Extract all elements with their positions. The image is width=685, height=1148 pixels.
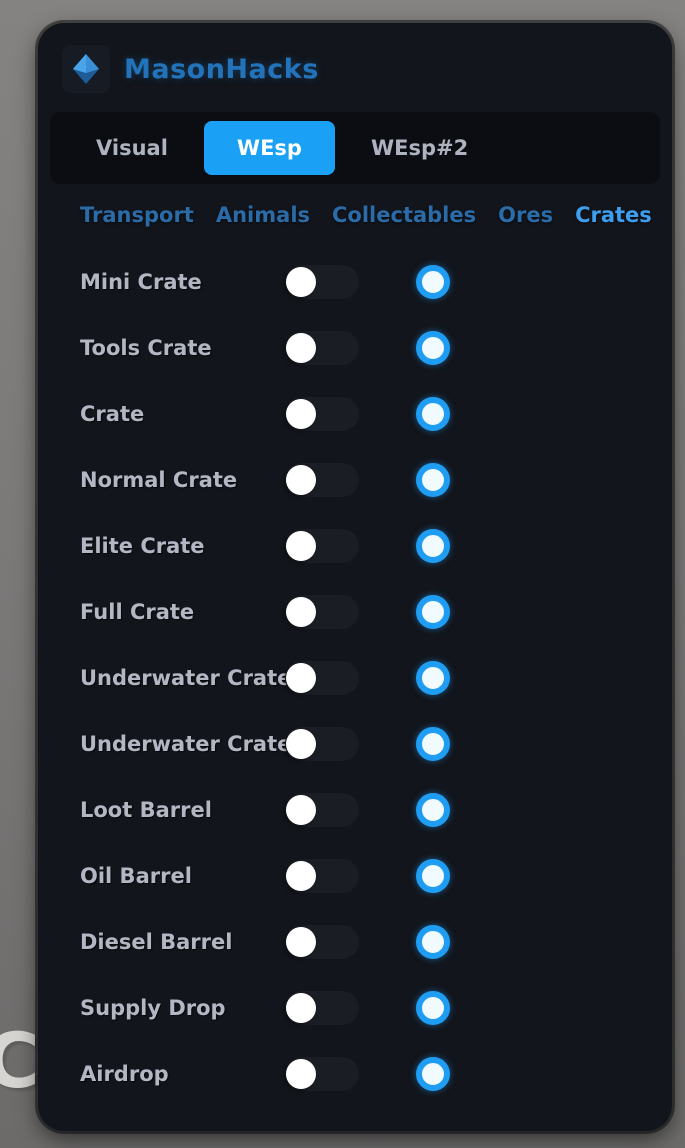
item-color-picker[interactable] bbox=[416, 397, 450, 431]
list-item: Tools Crate bbox=[38, 315, 672, 381]
toggle-knob-icon bbox=[286, 1059, 316, 1089]
item-toggle[interactable] bbox=[285, 595, 359, 629]
toggle-knob-icon bbox=[286, 399, 316, 429]
item-label: Elite Crate bbox=[80, 534, 205, 558]
item-label: Tools Crate bbox=[80, 336, 212, 360]
item-toggle[interactable] bbox=[285, 991, 359, 1025]
item-toggle[interactable] bbox=[285, 859, 359, 893]
list-item: Airdrop bbox=[38, 1041, 672, 1107]
toggle-knob-icon bbox=[286, 861, 316, 891]
item-label: Oil Barrel bbox=[80, 864, 192, 888]
cheat-menu-window: MasonHacks Visual WEsp WEsp#2 Transport Ani… bbox=[38, 23, 672, 1131]
list-item: Oil Barrel bbox=[38, 843, 672, 909]
tab-wesp[interactable]: WEsp bbox=[203, 121, 335, 175]
item-color-picker[interactable] bbox=[416, 793, 450, 827]
item-toggle[interactable] bbox=[285, 1057, 359, 1091]
gem-diamond-icon bbox=[73, 54, 99, 84]
list-item: Elite Crate bbox=[38, 513, 672, 579]
list-item: Diesel Barrel bbox=[38, 909, 672, 975]
item-label: Crate bbox=[80, 402, 145, 426]
item-color-picker[interactable] bbox=[416, 265, 450, 299]
item-color-picker[interactable] bbox=[416, 463, 450, 497]
item-label: Supply Drop bbox=[80, 996, 226, 1020]
item-list: Mini Crate Tools Crate Crate Normal Crate El… bbox=[38, 249, 672, 1107]
list-item: Normal Crate bbox=[38, 447, 672, 513]
item-color-picker[interactable] bbox=[416, 595, 450, 629]
list-item: Supply Drop bbox=[38, 975, 672, 1041]
category-tab-crates[interactable]: Crates bbox=[575, 203, 652, 227]
item-label: Mini Crate bbox=[80, 270, 202, 294]
item-toggle[interactable] bbox=[285, 661, 359, 695]
item-toggle[interactable] bbox=[285, 793, 359, 827]
item-color-picker[interactable] bbox=[416, 991, 450, 1025]
toggle-knob-icon bbox=[286, 927, 316, 957]
category-tab-ores[interactable]: Ores bbox=[498, 203, 554, 227]
toggle-knob-icon bbox=[286, 795, 316, 825]
list-item: Loot Barrel bbox=[38, 777, 672, 843]
item-label: Full Crate bbox=[80, 600, 195, 624]
item-color-picker[interactable] bbox=[416, 1057, 450, 1091]
app-logo bbox=[62, 45, 110, 93]
item-toggle[interactable] bbox=[285, 727, 359, 761]
item-color-picker[interactable] bbox=[416, 925, 450, 959]
item-label: Underwater Crate bbox=[80, 666, 292, 690]
tab-wesp-2[interactable]: WEsp#2 bbox=[370, 136, 469, 160]
category-tab-animals[interactable]: Animals bbox=[215, 203, 311, 227]
list-item: Mini Crate bbox=[38, 249, 672, 315]
item-toggle[interactable] bbox=[285, 331, 359, 365]
toggle-knob-icon bbox=[286, 729, 316, 759]
toggle-knob-icon bbox=[286, 267, 316, 297]
list-item: Underwater Crate bbox=[38, 645, 672, 711]
item-color-picker[interactable] bbox=[416, 529, 450, 563]
item-color-picker[interactable] bbox=[416, 727, 450, 761]
category-tab-collectables[interactable]: Collectables bbox=[332, 203, 477, 227]
item-color-picker[interactable] bbox=[416, 331, 450, 365]
item-label: Airdrop bbox=[80, 1062, 169, 1086]
toggle-knob-icon bbox=[286, 597, 316, 627]
item-label: Normal Crate bbox=[80, 468, 238, 492]
tab-bar: Visual WEsp WEsp#2 bbox=[50, 112, 660, 184]
window-header: MasonHacks bbox=[62, 45, 319, 93]
item-toggle[interactable] bbox=[285, 397, 359, 431]
category-tab-transport[interactable]: Transport bbox=[80, 203, 194, 227]
toggle-knob-icon bbox=[286, 663, 316, 693]
item-toggle[interactable] bbox=[285, 925, 359, 959]
toggle-knob-icon bbox=[286, 333, 316, 363]
item-toggle[interactable] bbox=[285, 463, 359, 497]
app-title: MasonHacks bbox=[124, 53, 319, 85]
list-item: Crate bbox=[38, 381, 672, 447]
list-item: Full Crate bbox=[38, 579, 672, 645]
toggle-knob-icon bbox=[286, 531, 316, 561]
list-item: Underwater Crate bbox=[38, 711, 672, 777]
toggle-knob-icon bbox=[286, 465, 316, 495]
toggle-knob-icon bbox=[286, 993, 316, 1023]
tab-visual[interactable]: Visual bbox=[96, 136, 168, 160]
item-label: Diesel Barrel bbox=[80, 930, 233, 954]
item-color-picker[interactable] bbox=[416, 859, 450, 893]
item-label: Loot Barrel bbox=[80, 798, 212, 822]
item-toggle[interactable] bbox=[285, 265, 359, 299]
category-nav: Transport Animals Collectables Ores Crates bbox=[80, 203, 652, 227]
item-label: Underwater Crate bbox=[80, 732, 292, 756]
item-toggle[interactable] bbox=[285, 529, 359, 563]
item-color-picker[interactable] bbox=[416, 661, 450, 695]
